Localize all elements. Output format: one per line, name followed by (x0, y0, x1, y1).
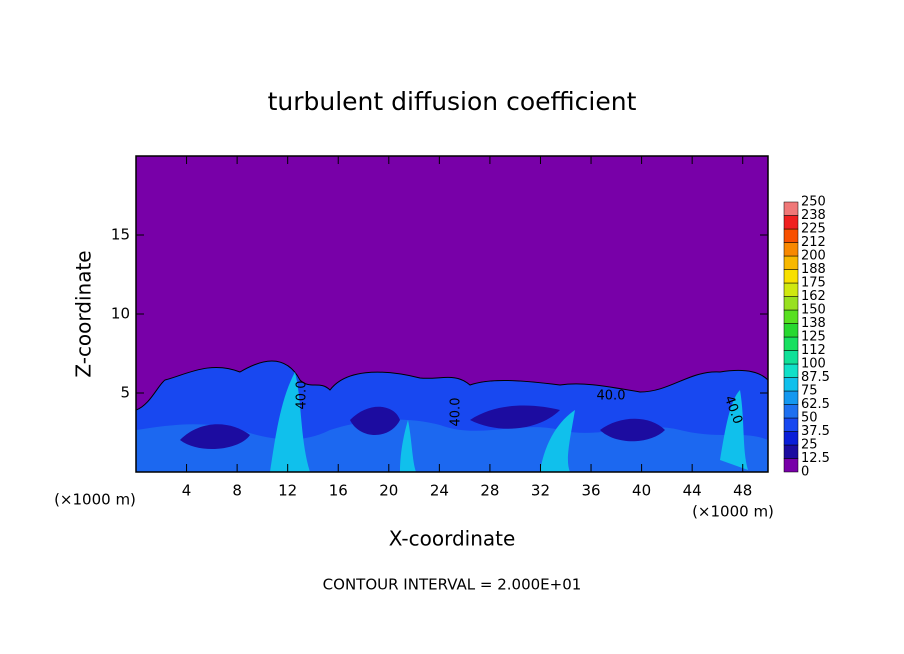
colorbar-label: 112 (801, 343, 826, 358)
contour-label: 40.0 (295, 381, 310, 410)
x-tick-label: 44 (683, 482, 702, 500)
colorbar-band (783, 215, 799, 230)
colorbar-band (783, 363, 799, 378)
colorbar-band (783, 350, 799, 365)
colorbar-label: 200 (801, 249, 826, 264)
y-tick-label: 5 (120, 384, 130, 402)
colorbar-band (783, 336, 799, 351)
field (135, 156, 769, 473)
colorbar-label: 225 (801, 222, 826, 237)
colorbar-label: 175 (801, 276, 826, 291)
contour-label: 40.0 (597, 389, 626, 404)
y-axis-title: Z-coordinate (72, 250, 96, 377)
contour-label: 40.0 (449, 398, 464, 427)
colorbar-band (783, 242, 799, 257)
x-unit-label: (×1000 m) (692, 503, 774, 521)
footer-note: CONTOUR INTERVAL = 2.000E+01 (323, 576, 582, 594)
x-tick-label: 36 (581, 482, 600, 500)
colorbar-label: 138 (801, 316, 826, 331)
x-tick-label: 8 (232, 482, 242, 500)
colorbar-label: 212 (801, 235, 826, 250)
colorbar-label: 25 (801, 438, 818, 453)
colorbar-band (783, 255, 799, 270)
colorbar-label: 87.5 (801, 370, 830, 385)
colorbar-band (783, 458, 799, 473)
chart-title: turbulent diffusion coefficient (268, 87, 637, 116)
colorbar-band (783, 323, 799, 338)
x-tick-label: 12 (278, 482, 297, 500)
colorbar-label: 125 (801, 330, 826, 345)
y-unit-label: (×1000 m) (54, 491, 136, 509)
x-tick-label: 40 (632, 482, 651, 500)
x-tick-label: 20 (379, 482, 398, 500)
y-tick-label: 10 (111, 305, 130, 323)
colorbar-label: 50 (801, 411, 818, 426)
colorbar-band (783, 431, 799, 446)
colorbar-band (783, 201, 799, 216)
y-tick-label: 15 (111, 226, 130, 244)
colorbar-band (783, 377, 799, 392)
colorbar-label: 75 (801, 384, 818, 399)
x-tick-label: 16 (329, 482, 348, 500)
colorbar-label: 37.5 (801, 424, 830, 439)
colorbar-band (783, 309, 799, 324)
colorbar-band (783, 282, 799, 297)
colorbar-label: 150 (801, 303, 826, 318)
colorbar-label: 238 (801, 208, 826, 223)
colorbar-label: 100 (801, 357, 826, 372)
colorbar-label: 0 (801, 465, 809, 480)
colorbar-band (783, 228, 799, 243)
colorbar-label: 250 (801, 195, 826, 210)
x-axis-title: X-coordinate (389, 527, 516, 551)
colorbar-label: 12.5 (801, 451, 830, 466)
colorbar-band (783, 269, 799, 284)
colorbar-band (783, 404, 799, 419)
x-tick-label: 32 (531, 482, 550, 500)
colorbar-label: 162 (801, 289, 826, 304)
colorbar-label: 188 (801, 262, 826, 277)
x-tick-label: 24 (430, 482, 449, 500)
colorbar-band (783, 296, 799, 311)
x-tick-label: 28 (480, 482, 499, 500)
colorbar-band (783, 417, 799, 432)
colorbar-band (783, 444, 799, 459)
x-tick-label: 4 (182, 482, 192, 500)
x-tick-label: 48 (733, 482, 752, 500)
field-region (180, 405, 665, 450)
colorbar-band (783, 390, 799, 405)
colorbar-label: 62.5 (801, 397, 830, 412)
